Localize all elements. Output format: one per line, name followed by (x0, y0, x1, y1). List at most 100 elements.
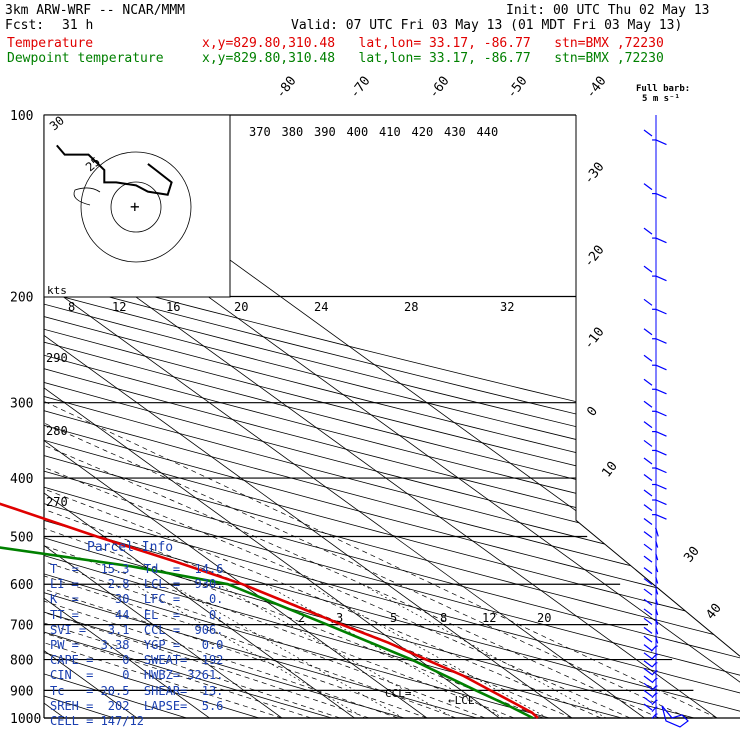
wind-barb (643, 474, 667, 490)
isotherm-line (44, 115, 518, 718)
forecast-label: Fcst: (5, 18, 45, 33)
wind-barb (643, 354, 667, 371)
isotherm-line (44, 115, 735, 718)
model-title: 3km ARW-WRF -- NCAR/MMM (5, 3, 186, 18)
parcel-info-title: Parcel Info (87, 540, 174, 555)
isotherm-label: -30 (581, 160, 607, 188)
hodograph-axis-label: 28 (404, 300, 418, 314)
isotherm-label: -80 (273, 74, 299, 102)
dry-adiabat-line (44, 127, 740, 718)
isotherm-label: -10 (581, 325, 607, 353)
dry-adiabat-line (44, 127, 450, 718)
temperature-legend: Temperature (7, 36, 94, 51)
isotherm-label: 10 (599, 459, 620, 481)
dewpoint-location: x,y=829.80,310.48 lat,lon= 33.17, -86.77… (202, 51, 664, 66)
isotherm-label: -60 (426, 74, 452, 102)
theta-e-label: 420 (412, 125, 434, 139)
hodograph-center-marker: + (130, 197, 140, 216)
dry-adiabat-line (44, 127, 740, 718)
dry-adiabat-line (44, 127, 740, 718)
dewpoint-legend: Dewpoint temperature (7, 51, 164, 66)
dry-adiabat-line (44, 127, 740, 718)
wind-speed-label: 30 (681, 544, 702, 566)
wind-barb (643, 457, 667, 474)
wind-barb (643, 504, 667, 520)
ccl-marker: CCL= (385, 687, 412, 700)
wind-barb (643, 183, 667, 199)
barb-key-title: Full barb: (636, 84, 691, 94)
moist-adiabat-line (44, 296, 544, 718)
dry-adiabat-line (44, 127, 740, 718)
isotherm-line (44, 115, 663, 718)
hodograph-ring (80, 151, 192, 263)
wind-barb (643, 439, 667, 456)
theta-label: 270 (46, 495, 68, 509)
moist-adiabat-line (44, 296, 341, 718)
init-time: Init: 00 UTC Thu 02 May 13 (506, 3, 710, 18)
pressure-label: 100 (10, 109, 33, 124)
theta-e-label: 370 (249, 125, 271, 139)
dewpoint-profile (0, 546, 534, 720)
mixing-ratio-label: 2 (298, 611, 305, 625)
dry-adiabat-line (44, 127, 523, 718)
pressure-label: 800 (10, 654, 33, 669)
parcel-info-row: PW = 3.38 YGP = 0.0 (50, 638, 224, 652)
parcel-info-row: T = 15.3 Td = 14.6 (50, 562, 224, 576)
hodograph-axis-label: 16 (166, 300, 180, 314)
dry-adiabat-line (44, 127, 740, 718)
parcel-info-row: LI = 2.8 LCL = 930. (50, 577, 224, 592)
dry-adiabat-line (44, 127, 740, 718)
isotherm-line (44, 115, 228, 718)
parcel-info-row: K = 30 LFC = 0. (50, 592, 224, 607)
wind-barb (643, 489, 667, 506)
theta-e-label: 440 (477, 125, 499, 139)
hodograph-axis-label: 24 (314, 300, 328, 314)
forecast-hour: 31 h (62, 18, 94, 33)
mixing-ratio-label: 12 (482, 611, 496, 625)
dry-adiabat-line (44, 127, 740, 718)
mixing-ratio-label: 20 (537, 611, 551, 625)
mixing-ratio-line (361, 583, 607, 718)
hodograph-trace (56, 144, 173, 196)
wind-barb (643, 265, 667, 282)
isotherm-label: -70 (347, 74, 373, 102)
valid-time: Valid: 07 UTC Fri 03 May 13 (01 MDT Fri … (291, 18, 683, 33)
wind-barb (643, 400, 667, 417)
hodograph-storm-path (73, 187, 101, 206)
theta-label: 280 (46, 424, 68, 438)
hodograph-units-label: kts (47, 284, 67, 297)
moist-adiabat-line (44, 296, 370, 718)
theta-e-label: 400 (347, 125, 369, 139)
dry-adiabat-line (44, 127, 303, 718)
wind-barb (643, 298, 667, 315)
isotherm-label: -40 (583, 74, 609, 102)
parcel-info-row: SREH = 202 LAPSE= 5.6 (50, 698, 224, 713)
hodograph-axis-label: 12 (112, 300, 126, 314)
theta-label: 290 (46, 351, 68, 365)
dry-adiabat-line (44, 127, 740, 718)
moist-adiabat-line (44, 296, 718, 718)
mixing-ratio-line (218, 583, 455, 718)
pressure-label: 900 (10, 684, 33, 699)
isotherm-line (0, 87, 10, 730)
dry-adiabat-line (44, 127, 740, 718)
dry-adiabat-line (44, 127, 671, 718)
wind-barb (643, 378, 667, 395)
pressure-label: 1000 (10, 712, 41, 727)
pressure-label: 500 (10, 530, 33, 545)
dry-adiabat-line (44, 127, 740, 718)
parcel-info-row: TT = 44 EL = 0. (50, 607, 224, 622)
isotherm-label: -50 (504, 74, 530, 102)
pressure-label: 600 (10, 578, 33, 593)
wind-barb (643, 227, 667, 244)
mixing-ratio-label: 3 (336, 611, 343, 625)
parcel-info-row: CIN = 0 HWBZ= 3261. (50, 668, 224, 683)
isotherm-line (44, 115, 445, 718)
dry-adiabat-line (44, 127, 740, 718)
plot-border (575, 115, 740, 657)
isotherm-label: -20 (581, 243, 607, 271)
mixing-ratio-label: 5 (390, 611, 397, 625)
wind-speed-label: 40 (703, 601, 724, 623)
lcl-marker: ←LCL (448, 694, 475, 707)
